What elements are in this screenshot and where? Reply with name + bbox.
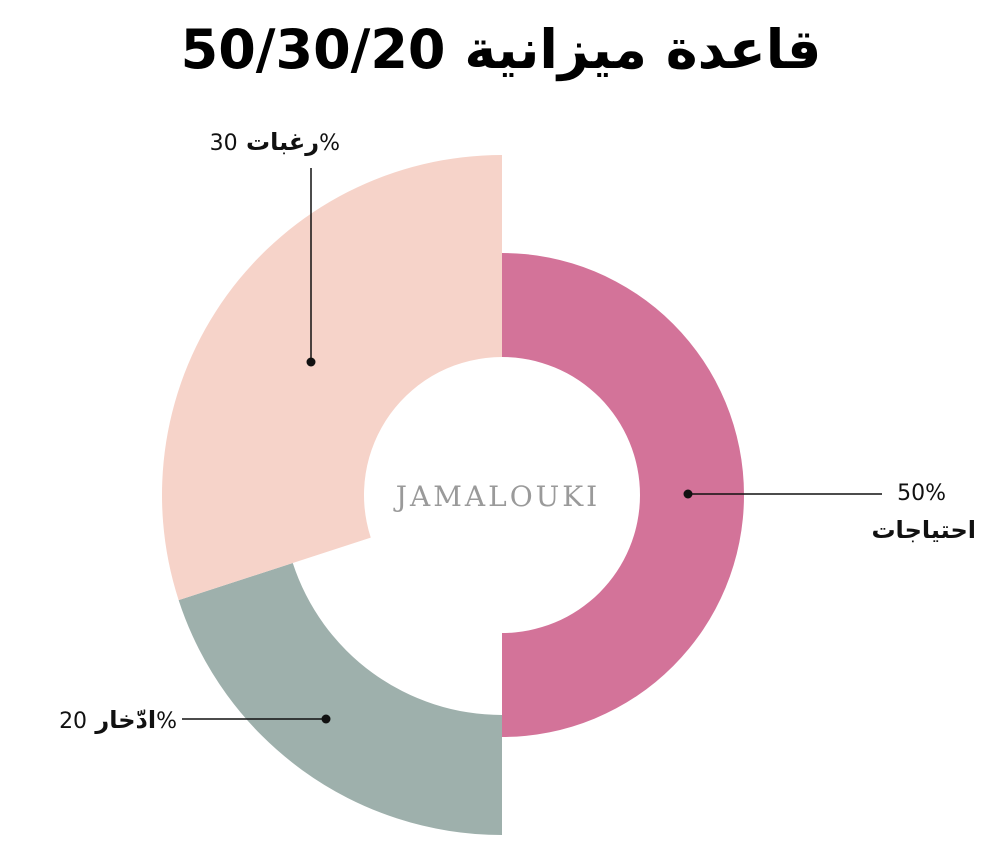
label-value-needs: 50%: [897, 481, 946, 506]
label-savings: ادّخار 20%: [59, 706, 177, 734]
slice-2: [178, 562, 502, 835]
chart-slices: [161, 155, 744, 835]
slice-1: [161, 155, 502, 601]
slice-labels: 50% احتياجات رغبات 30% ادّخار 20%: [59, 128, 976, 734]
chart-title: قاعدة ميزانية 50/30/20: [180, 18, 822, 81]
label-leaders: [182, 168, 882, 724]
label-name-wants: رغبات: [238, 128, 320, 156]
label-wants: رغبات 30%: [210, 128, 340, 156]
label-name-needs: احتياجات: [871, 516, 976, 544]
slice-0: [502, 253, 744, 737]
label-name-savings: ادّخار: [87, 706, 156, 734]
watermark-logo: JAMALOUKI: [393, 480, 600, 513]
